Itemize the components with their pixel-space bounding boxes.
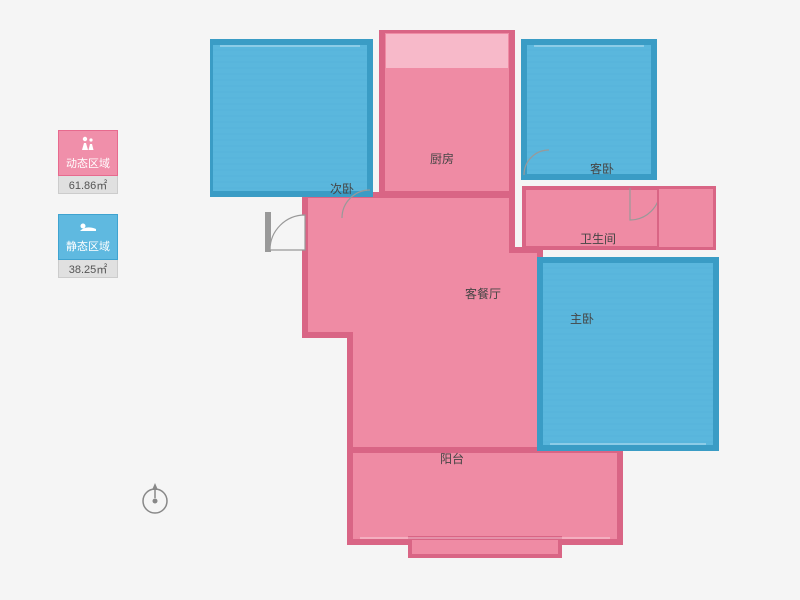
legend-item-dynamic: 动态区域 61.86㎡ bbox=[58, 130, 118, 194]
door-arc bbox=[270, 215, 305, 250]
room-主卧 bbox=[540, 260, 716, 448]
partition bbox=[658, 188, 714, 248]
room-阳台 bbox=[350, 450, 620, 542]
legend-label: 静态区域 bbox=[66, 238, 110, 254]
room-label-厨房: 厨房 bbox=[430, 150, 454, 167]
kitchen-counter bbox=[386, 34, 508, 68]
people-icon bbox=[79, 136, 97, 153]
balcony-ext bbox=[410, 538, 560, 556]
legend-badge-static: 静态区域 bbox=[58, 214, 118, 260]
room-label-次卧: 次卧 bbox=[330, 180, 354, 197]
room-label-卫生间: 卫生间 bbox=[580, 230, 616, 247]
legend-item-static: 静态区域 38.25㎡ bbox=[58, 214, 118, 278]
floorplan: 客餐厅 厨房阳台 卫生间 次卧 客卧主卧 bbox=[210, 30, 730, 560]
legend-badge-dynamic: 动态区域 bbox=[58, 130, 118, 176]
compass-icon bbox=[140, 480, 170, 521]
room-客餐厅 bbox=[305, 195, 540, 450]
room-次卧 bbox=[210, 42, 370, 194]
texture bbox=[527, 50, 651, 170]
room-label-阳台: 阳台 bbox=[440, 450, 464, 467]
legend-value: 38.25㎡ bbox=[58, 260, 118, 278]
room-label-客卧: 客卧 bbox=[590, 160, 614, 177]
legend-label: 动态区域 bbox=[66, 155, 110, 171]
room-label-客餐厅: 客餐厅 bbox=[465, 285, 501, 302]
room-label-主卧: 主卧 bbox=[570, 310, 594, 327]
zone-legend: 动态区域 61.86㎡ 静态区域 38.25㎡ bbox=[58, 130, 118, 298]
legend-value: 61.86㎡ bbox=[58, 176, 118, 194]
sleep-icon bbox=[78, 221, 98, 236]
